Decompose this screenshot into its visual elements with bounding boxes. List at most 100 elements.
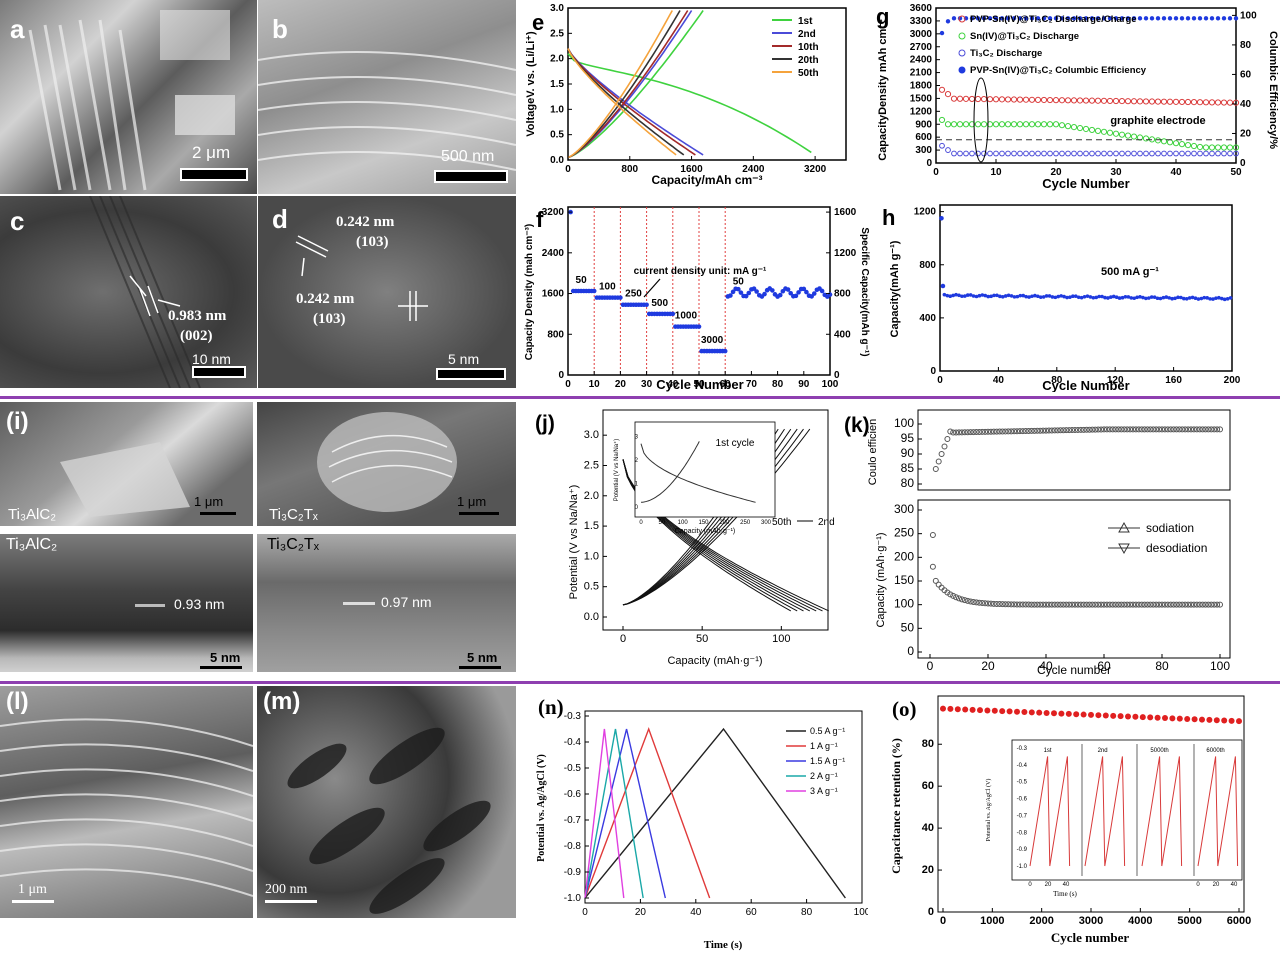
- e-ytick-label: 0.5: [550, 130, 564, 141]
- g-efficiency-point: [939, 30, 945, 36]
- ylabel-n: Potential vs. Ag/AgCl (V): [536, 754, 547, 862]
- j-ytick-label: 0.0: [584, 611, 599, 623]
- f-point: [644, 302, 649, 308]
- f-ytick-label: 2400: [542, 248, 565, 259]
- g-ti3c2-point: [1227, 150, 1233, 157]
- g-pvp-point: [1118, 97, 1126, 105]
- o-retention-point: [1236, 718, 1242, 725]
- g-sn-point: [1190, 142, 1198, 150]
- panel-i-tem1: Ti₃AlC₂ 0.93 nm 5 nm: [0, 534, 253, 672]
- f-point: [827, 292, 833, 297]
- o-retention-point: [991, 707, 998, 714]
- k-top-ytick-label: 80: [901, 476, 915, 490]
- h-point: [1182, 296, 1186, 301]
- k-bottom-ytick-label: 100: [894, 597, 914, 611]
- g-efficiency-point: [1131, 16, 1137, 21]
- k-capacity-point: [1173, 601, 1180, 608]
- k-efficiency-point: [1202, 426, 1209, 433]
- k-efficiency-point: [982, 428, 989, 435]
- k-efficiency-point: [1173, 426, 1180, 433]
- j-xtick-label: 50: [696, 633, 708, 645]
- j-ytick-label: 2.5: [584, 459, 599, 471]
- h-point: [1006, 293, 1011, 298]
- k-capacity-point: [1025, 601, 1032, 608]
- g-ti3c2-point: [1137, 150, 1143, 157]
- g-ti3c2-point: [1005, 150, 1011, 157]
- n-xtick-label: 20: [635, 907, 647, 918]
- k-efficiency-point: [1098, 426, 1105, 433]
- g-pvp-point: [1034, 96, 1042, 103]
- h-point: [1041, 295, 1046, 299]
- h-xtick-label: 0: [937, 375, 943, 386]
- o-retention-point: [1095, 712, 1102, 719]
- n-xtick-label: 100: [854, 907, 868, 918]
- h-point: [1021, 293, 1026, 298]
- h-point: [939, 215, 944, 221]
- o-ytick-label: 20: [922, 864, 934, 876]
- g-pvp-point: [1076, 97, 1084, 104]
- o-inset-ytick-label: -0.4: [1017, 763, 1028, 769]
- n-xtick-label: 80: [801, 907, 813, 918]
- g-xtick-label: 0: [933, 167, 939, 178]
- g-ti3c2-point: [1173, 150, 1179, 157]
- k-efficiency-point: [1185, 426, 1192, 433]
- h-point: [1184, 297, 1189, 301]
- k-capacity-point: [1170, 601, 1177, 608]
- k-efficiency-point: [1101, 426, 1107, 433]
- inset-frame-o: [1011, 739, 1243, 881]
- e-discharge-curve: [567, 48, 704, 156]
- h-point: [1193, 296, 1198, 300]
- h-point: [1044, 294, 1049, 298]
- g-ti3c2-point: [1155, 150, 1161, 157]
- chart-h: h 0 40 80 120 160 200 0 400 800 1200 500 mA g⁻¹ C…: [882, 204, 1241, 392]
- g-sn-point: [956, 121, 964, 128]
- f-xtick-label: 90: [798, 379, 810, 390]
- o-retention-point: [977, 707, 983, 714]
- g-efficiency-point: [1167, 16, 1173, 21]
- o-inset-ytick-label: -0.6: [1017, 797, 1028, 803]
- g-ti3c2-point: [1167, 150, 1173, 157]
- g-ti3c2-point: [1029, 150, 1035, 157]
- f-point: [785, 287, 791, 292]
- o-retention-point: [1043, 709, 1050, 716]
- y2label-f: Specific Capacity(mAh g⁻¹): [859, 227, 870, 356]
- xlabel-n: Time (s): [704, 939, 743, 951]
- panel-m: (m) 200 nm: [257, 686, 516, 918]
- k-capacity-point: [1103, 601, 1110, 608]
- o-retention-point: [1169, 715, 1176, 722]
- g-ti3c2-point: [969, 150, 975, 157]
- f-ytick-label: 0: [558, 370, 564, 381]
- k-efficiency-point: [1014, 428, 1020, 435]
- ylabel-k-bottom: Capacity (mAh·g⁻¹): [875, 532, 887, 627]
- g-pvp-point: [1100, 97, 1108, 104]
- g2-ytick-label: 20: [1240, 128, 1252, 139]
- g-sn-point: [1172, 140, 1180, 147]
- title-g: g: [876, 4, 889, 29]
- g-ti3c2-point: [1113, 150, 1119, 157]
- g-ti3c2-point: [1089, 150, 1095, 157]
- n-gcd-curve: [584, 728, 667, 899]
- g-efficiency-point: [1191, 16, 1197, 21]
- k-capacity-point: [1115, 601, 1122, 608]
- g-sn-point: [1178, 141, 1186, 148]
- n-ytick-label: -0.5: [564, 763, 582, 774]
- o-retention-point: [1073, 711, 1080, 718]
- k-efficiency-point: [1208, 426, 1215, 433]
- j-inset-ytick-label: 1: [635, 482, 639, 488]
- k-capacity-point: [958, 596, 965, 603]
- g-pvp-point: [1184, 98, 1192, 106]
- title-e: e: [532, 10, 544, 35]
- h-point: [1228, 296, 1233, 300]
- e-xtick-label: 800: [621, 164, 638, 175]
- k-capacity-point: [979, 600, 986, 607]
- e-ytick-label: 1.0: [550, 104, 564, 115]
- k-efficiency-point: [1048, 427, 1055, 434]
- h-point: [1027, 295, 1031, 299]
- title-j: (j): [535, 412, 555, 435]
- g-ytick-label: 900: [915, 119, 932, 130]
- k-capacity-point: [1214, 601, 1221, 608]
- k-legend-label: sodiation: [1146, 521, 1194, 535]
- g-sn-point: [1184, 141, 1192, 149]
